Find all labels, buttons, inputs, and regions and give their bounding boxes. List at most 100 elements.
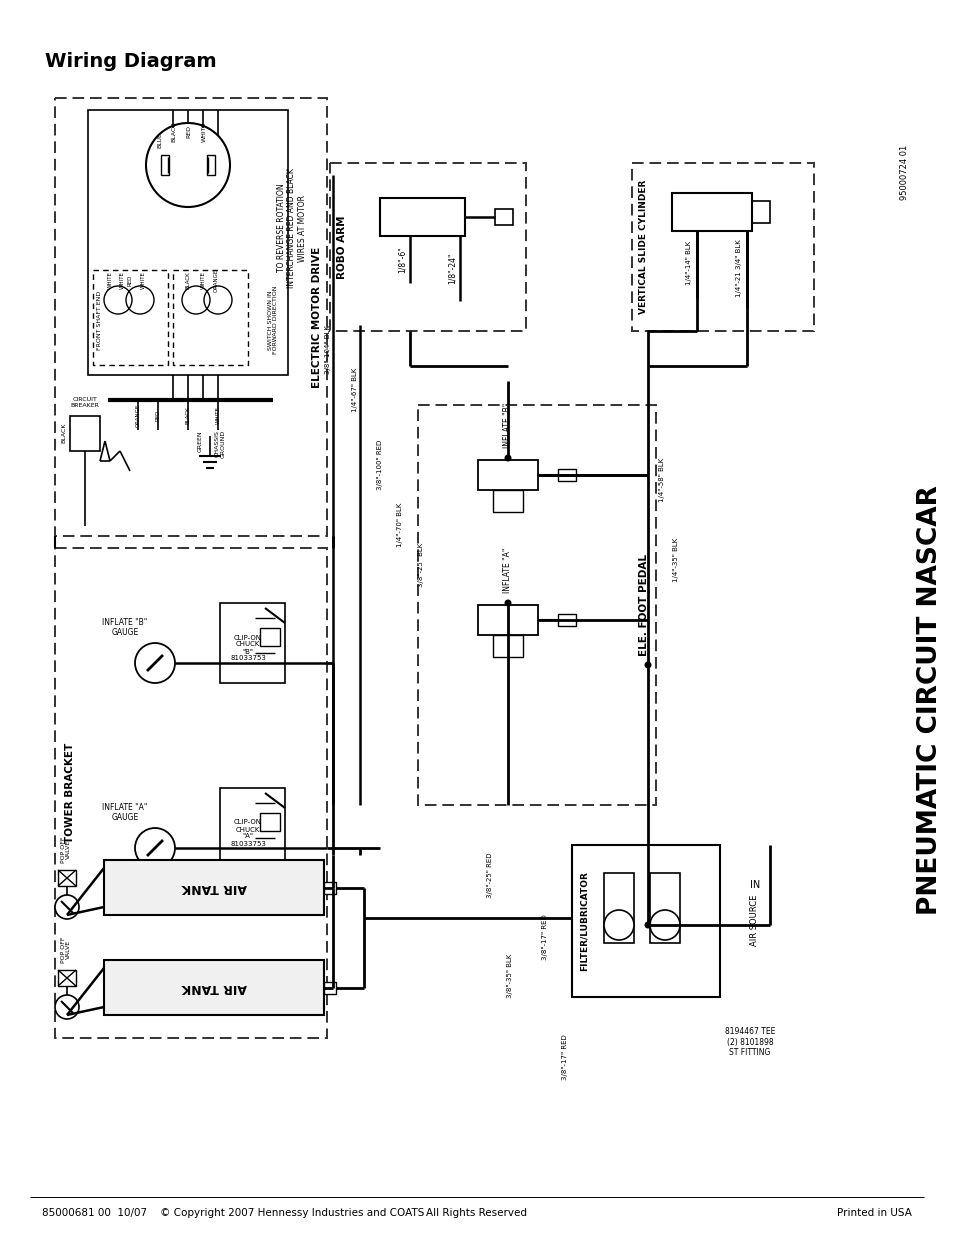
Text: 3/8"-25" BLK: 3/8"-25" BLK [417, 543, 423, 587]
Text: POP OFF
VALVE: POP OFF VALVE [61, 836, 71, 863]
Bar [220, 603, 285, 683]
Text: Printed in USA: Printed in USA [836, 1208, 911, 1218]
Bar [649, 873, 679, 944]
Circle shape [135, 827, 174, 868]
Text: INFLATE "B": INFLATE "B" [503, 403, 512, 448]
Text: FILTER/LUBRICATOR: FILTER/LUBRICATOR [578, 871, 588, 971]
Text: RED: RED [186, 126, 192, 138]
Bar [172, 270, 248, 366]
Text: 1/4"-35" BLK: 1/4"-35" BLK [672, 538, 679, 582]
Bar [572, 845, 720, 997]
Text: All Rights Reserved: All Rights Reserved [426, 1208, 527, 1218]
Bar [379, 198, 464, 236]
Text: INFLATE "A": INFLATE "A" [503, 547, 512, 593]
Text: CLIP-ON
CHUCK
"A"
81033753: CLIP-ON CHUCK "A" 81033753 [230, 820, 266, 846]
Bar [558, 469, 576, 480]
Bar [55, 98, 327, 536]
Bar [161, 156, 169, 175]
Text: 3/8"-17" RED: 3/8"-17" RED [541, 915, 547, 961]
Circle shape [603, 910, 634, 940]
Text: ELE. FOOT PEDAL: ELE. FOOT PEDAL [639, 555, 648, 656]
Text: IN: IN [749, 881, 760, 890]
Circle shape [504, 599, 511, 606]
Text: AIR TANK: AIR TANK [181, 981, 247, 994]
Text: TOWER BRACKET: TOWER BRACKET [65, 743, 75, 844]
Text: 3/8"-100" RED: 3/8"-100" RED [376, 440, 382, 490]
Text: 85000681 00  10/07    © Copyright 2007 Hennessy Industries and COATS: 85000681 00 10/07 © Copyright 2007 Henne… [42, 1208, 424, 1218]
Bar [104, 960, 324, 1015]
Bar [477, 459, 537, 490]
Text: WHITE: WHITE [201, 122, 206, 142]
Bar [417, 405, 656, 805]
Circle shape [55, 995, 79, 1019]
Circle shape [644, 662, 651, 668]
Bar [88, 110, 288, 375]
Text: 3/8"-25" RED: 3/8"-25" RED [486, 852, 493, 898]
Text: BLACK: BLACK [185, 406, 191, 424]
Bar [603, 873, 634, 944]
Text: AIR TANK: AIR TANK [181, 881, 247, 894]
Text: 1/4"-70" BLK: 1/4"-70" BLK [396, 503, 402, 547]
Bar [55, 548, 327, 1037]
Circle shape [504, 454, 511, 462]
Text: BLACK: BLACK [185, 272, 191, 289]
Text: 3/8"-35" BLK: 3/8"-35" BLK [506, 953, 513, 998]
Bar [493, 490, 522, 513]
Text: FRONT SHAFT END: FRONT SHAFT END [97, 290, 102, 350]
Circle shape [644, 921, 651, 929]
Text: RED: RED [155, 409, 160, 421]
Text: 8194467 TEE
(2) 8101898
ST FITTING: 8194467 TEE (2) 8101898 ST FITTING [724, 1028, 775, 1057]
Text: WHITE: WHITE [108, 270, 112, 289]
Text: 95000724 01: 95000724 01 [900, 144, 908, 200]
Text: GREEN: GREEN [197, 430, 202, 452]
Text: BLUE: BLUE [157, 132, 162, 148]
Text: 1/4"-14" BLK: 1/4"-14" BLK [685, 241, 691, 285]
Bar [207, 156, 214, 175]
Text: ORANGE: ORANGE [213, 268, 218, 291]
Text: 3/8"-104" BLK: 3/8"-104" BLK [325, 326, 331, 374]
Text: WHITE: WHITE [140, 270, 146, 289]
Text: 1/4"-67" BLK: 1/4"-67" BLK [352, 368, 357, 412]
Text: BLACK: BLACK [61, 422, 67, 443]
Text: INFLATE "A"
GAUGE: INFLATE "A" GAUGE [102, 803, 148, 823]
Text: SWITCH SHOWN IN
FORWARD DIRECTION: SWITCH SHOWN IN FORWARD DIRECTION [268, 285, 278, 354]
Text: CLIP-ON
CHUCK
"B"
81033753: CLIP-ON CHUCK "B" 81033753 [230, 635, 266, 662]
Text: INFLATE "B"
GAUGE: INFLATE "B" GAUGE [102, 618, 148, 637]
Text: RED: RED [128, 274, 132, 285]
Text: Wiring Diagram: Wiring Diagram [45, 52, 216, 70]
Bar [70, 416, 100, 451]
Text: WHITE: WHITE [215, 406, 220, 424]
Text: POP OFF
VALVE: POP OFF VALVE [61, 936, 71, 963]
Text: 1/4"-58" BLK: 1/4"-58" BLK [659, 458, 664, 503]
Bar [58, 869, 76, 885]
Bar [104, 860, 324, 915]
Bar [58, 969, 76, 986]
Circle shape [649, 910, 679, 940]
Bar [260, 813, 280, 831]
Text: BLACK: BLACK [172, 122, 176, 142]
Text: 1/8"-24": 1/8"-24" [447, 252, 456, 284]
Circle shape [55, 895, 79, 919]
Bar [751, 201, 769, 224]
Bar [324, 982, 335, 993]
Bar [671, 193, 751, 231]
Text: TO REVERSE ROTATION
INTERCHANGE RED AND BLACK
WIRES AT MOTOR: TO REVERSE ROTATION INTERCHANGE RED AND … [276, 168, 307, 288]
Text: 1/8"-6": 1/8"-6" [397, 247, 406, 273]
Text: CHASSIS
GROUND: CHASSIS GROUND [214, 430, 225, 458]
Bar [324, 882, 335, 893]
Bar [92, 270, 168, 366]
Bar [477, 605, 537, 635]
Text: 1/4"-21 3/4" BLK: 1/4"-21 3/4" BLK [735, 240, 741, 296]
Text: WHITE: WHITE [119, 270, 125, 289]
Text: CIRCUIT
BREAKER: CIRCUIT BREAKER [71, 398, 99, 408]
Bar [495, 209, 513, 225]
Text: VERTICAL SLIDE CYLINDER: VERTICAL SLIDE CYLINDER [639, 180, 648, 314]
Text: 3/8"-17" RED: 3/8"-17" RED [561, 1035, 567, 1081]
Text: ORANGE: ORANGE [135, 404, 140, 426]
Bar [260, 629, 280, 646]
Circle shape [135, 643, 174, 683]
Text: ELECTRIC MOTOR DRIVE: ELECTRIC MOTOR DRIVE [312, 246, 322, 388]
Text: PNEUMATIC CIRCUIT NASCAR: PNEUMATIC CIRCUIT NASCAR [916, 485, 942, 915]
Bar [330, 163, 525, 331]
Bar [220, 788, 285, 868]
